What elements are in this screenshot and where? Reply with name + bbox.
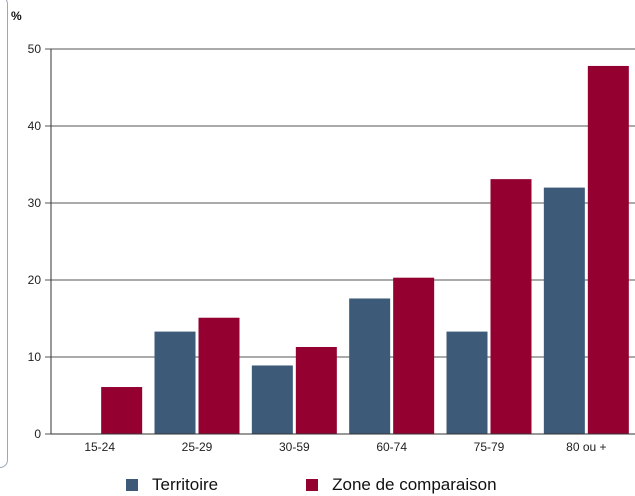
y-tick-label-20: 20 [28, 273, 42, 287]
bar-chart: % 0 10 20 30 40 50 15-24 25-29 30-59 60-74 75-79 8… [11, 9, 635, 454]
bar-60-74-series0 [349, 298, 391, 434]
bar-60-74-series1 [393, 277, 435, 434]
legend-swatch-zone-de-comparaison [306, 479, 319, 491]
y-tick-label-40: 40 [28, 119, 42, 133]
legend-item-territoire: Territoire [126, 475, 218, 495]
y-tick-labels: 0 10 20 30 40 50 [28, 42, 42, 441]
x-tick-label: 60-74 [376, 440, 407, 454]
x-tick-label: 25-29 [182, 440, 213, 454]
y-tick-label-50: 50 [28, 42, 42, 56]
x-tick-label: 75-79 [474, 440, 505, 454]
y-unit-label: % [11, 9, 22, 23]
x-tick-label: 80 ou + [566, 440, 606, 454]
grid-lines [45, 48, 635, 435]
y-tick-label-30: 30 [28, 196, 42, 210]
bar-75-79-series0 [446, 331, 488, 434]
legend-swatch-territoire [126, 479, 138, 491]
bar-80ou+-series0 [543, 187, 585, 434]
legend: Territoire Zone de comparaison [126, 474, 585, 496]
bar-25-29-series0 [154, 331, 196, 434]
legend-label-zone-de-comparaison: Zone de comparaison [332, 475, 497, 494]
y-tick-label-10: 10 [28, 350, 42, 364]
legend-label-territoire: Territoire [152, 475, 219, 494]
x-tick-label: 15-24 [84, 440, 115, 454]
y-tick-label-0: 0 [34, 427, 41, 441]
axes [50, 49, 635, 435]
bar-30-59-series1 [295, 346, 337, 434]
bar-25-29-series1 [198, 317, 240, 434]
x-tick-label: 30-59 [279, 440, 310, 454]
bar-15-24-series1 [101, 387, 143, 434]
legend-item-zone-de-comparaison: Zone de comparaison [306, 475, 497, 495]
bar-30-59-series0 [251, 365, 293, 434]
bar-80ou+-series1 [587, 65, 629, 434]
x-tick-labels: 15-24 25-29 30-59 60-74 75-79 80 ou + [84, 440, 606, 454]
bar-75-79-series1 [490, 179, 532, 434]
bars [101, 65, 629, 434]
